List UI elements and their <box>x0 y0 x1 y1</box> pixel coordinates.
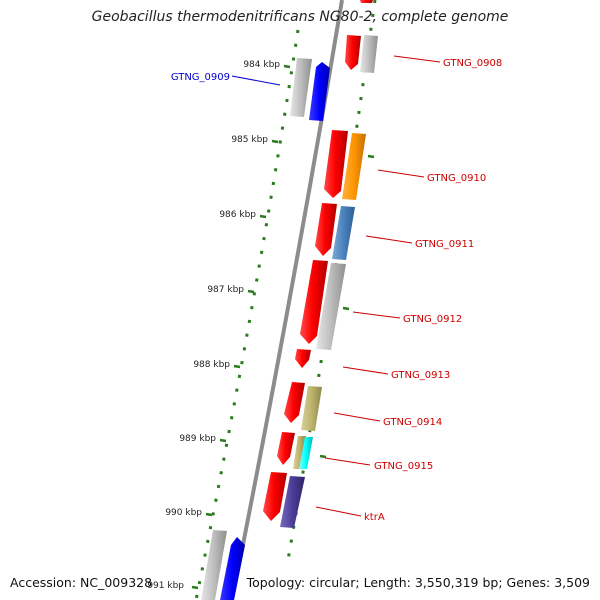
kbp-label-985: 985 kbp <box>231 135 268 145</box>
kbp-label-991: 991 kbp <box>147 581 184 591</box>
leader-gtng-0915 <box>324 457 371 466</box>
kbp-label-990: 990 kbp <box>165 508 202 518</box>
gene-0910-product[interactable] <box>342 133 366 200</box>
kbp-labels: 984 kbp 985 kbp 986 kbp 987 kbp 988 kbp … <box>147 60 280 591</box>
gene-label-ktra[interactable]: ktrA <box>364 512 385 523</box>
kbp-label-989: 989 kbp <box>179 434 216 444</box>
gene-label-gtng-0908[interactable]: GTNG_0908 <box>443 58 502 69</box>
gene-0911-product[interactable] <box>332 206 355 260</box>
leader-gtng-0914 <box>333 412 381 422</box>
kbp-label-984: 984 kbp <box>243 60 280 70</box>
gene-bottom-cds[interactable] <box>220 537 245 600</box>
gene-label-gtng-0909[interactable]: GTNG_0909 <box>171 72 230 83</box>
gene-0913-cds[interactable] <box>295 349 311 368</box>
gene-0912-product[interactable] <box>316 263 346 350</box>
gene-0908-product[interactable] <box>360 35 378 73</box>
label-leader-lines <box>231 55 441 517</box>
gene-0915-product-b[interactable] <box>299 437 313 469</box>
gene-top-fragment[interactable] <box>360 0 373 3</box>
leader-gtng-0908 <box>393 55 441 63</box>
gene-label-gtng-0911[interactable]: GTNG_0911 <box>415 239 474 250</box>
leader-gtng-0912 <box>352 311 401 319</box>
gene-0912-cds[interactable] <box>300 260 328 344</box>
gene-0915-cds[interactable] <box>277 432 295 465</box>
gene-0914-cds[interactable] <box>284 382 305 423</box>
gene-0915-product-a[interactable] <box>293 436 306 469</box>
gene-label-gtng-0913[interactable]: GTNG_0913 <box>391 370 450 381</box>
leader-gtng-0909 <box>231 75 281 86</box>
gene-ktra-product[interactable] <box>280 476 305 528</box>
gene-label-gtng-0915[interactable]: GTNG_0915 <box>374 461 433 472</box>
leader-gtng-0913 <box>342 366 389 375</box>
gene-labels: GTNG_0908 GTNG_0909 GTNG_0910 GTNG_0911 … <box>171 58 502 523</box>
kbp-label-986: 986 kbp <box>219 210 256 220</box>
map-title: Geobacillus thermodenitrificans NG80-2, … <box>91 9 509 25</box>
leader-gtng-0910 <box>377 169 425 178</box>
gene-0909-product[interactable] <box>290 58 312 117</box>
gene-label-gtng-0912[interactable]: GTNG_0912 <box>403 314 462 325</box>
gene-label-gtng-0914[interactable]: GTNG_0914 <box>383 417 442 428</box>
gene-0910-cds[interactable] <box>324 130 348 198</box>
leader-ktra <box>315 506 362 517</box>
kbp-label-987: 987 kbp <box>207 285 244 295</box>
gene-0908-cds[interactable] <box>345 35 361 70</box>
kbp-tick-marks <box>191 64 375 590</box>
gene-bottom-product[interactable] <box>201 530 227 600</box>
gene-ktra-cds[interactable] <box>263 472 287 521</box>
gene-0914-product[interactable] <box>301 386 322 431</box>
leader-gtng-0911 <box>365 235 413 244</box>
kbp-label-988: 988 kbp <box>193 360 230 370</box>
footer-accession: Accession: NC_009328 <box>10 575 153 590</box>
gene-0909-cds[interactable] <box>309 62 330 121</box>
gene-label-gtng-0910[interactable]: GTNG_0910 <box>427 173 486 184</box>
gene-features <box>201 0 378 600</box>
gene-0911-cds[interactable] <box>315 203 337 256</box>
footer-topology-info: Topology: circular; Length: 3,550,319 bp… <box>246 575 590 590</box>
